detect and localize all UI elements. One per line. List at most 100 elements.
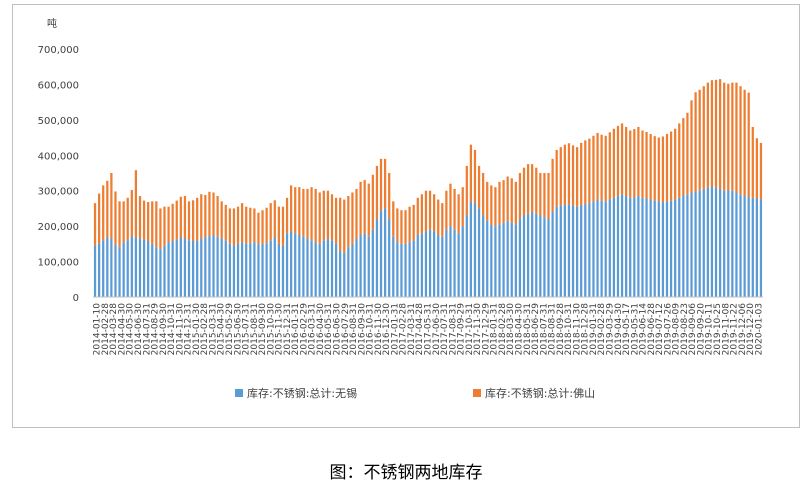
y-tick-label: 200,000 (38, 222, 79, 233)
bar-foshan (383, 158, 387, 209)
bar-foshan (339, 197, 342, 251)
bar-foshan (220, 201, 223, 239)
bar-foshan (114, 191, 117, 245)
x-tick-label: 2018-09-28 (556, 303, 566, 356)
x-tick-label: 2014-10-31 (167, 303, 177, 355)
x-tick-label: 2014-04-30 (117, 303, 127, 356)
bar-foshan (245, 206, 248, 244)
bar-wuxi (669, 200, 673, 297)
bar-wuxi (392, 236, 395, 297)
bar-wuxi (714, 187, 718, 297)
x-tick-label: 2014-03-28 (109, 303, 119, 356)
bar-foshan (294, 187, 297, 234)
bar-wuxi (102, 240, 105, 297)
x-tick-label: 2019-06-14 (639, 303, 649, 356)
x-tick-label: 2018-05-31 (523, 303, 533, 355)
x-tick-label: 2017-10-31 (465, 303, 475, 355)
bar-foshan (367, 183, 370, 237)
bar-foshan (604, 135, 607, 202)
bar-foshan (142, 200, 146, 240)
bar-wuxi (596, 199, 599, 297)
bar-wuxi (167, 242, 170, 297)
bar-foshan (179, 196, 182, 238)
bar-foshan (183, 196, 187, 239)
bar-foshan (347, 196, 350, 248)
bar-foshan (359, 181, 362, 235)
x-tick-label: 2017-11-30 (473, 303, 483, 356)
bar-wuxi (477, 208, 481, 297)
bar-wuxi (445, 229, 448, 297)
bar-foshan (735, 82, 738, 193)
bar-wuxi (228, 243, 231, 297)
bar-foshan (236, 206, 240, 244)
bar-wuxi (486, 220, 489, 297)
bar-wuxi (179, 237, 182, 297)
bar-foshan (596, 132, 599, 200)
bar-wuxi (731, 190, 734, 297)
bar-wuxi (698, 190, 701, 297)
bar-foshan (126, 197, 129, 241)
bar-wuxi (494, 226, 497, 297)
bar-wuxi (710, 186, 714, 297)
y-unit-label: 吨 (47, 17, 57, 30)
bar-wuxi (641, 197, 644, 297)
bar-foshan (310, 187, 313, 241)
bar-foshan (575, 147, 579, 207)
bar-foshan (314, 188, 317, 243)
y-tick-label: 700,000 (38, 45, 79, 56)
bar-wuxi (232, 245, 236, 297)
bar-wuxi (743, 196, 746, 297)
bar-foshan (727, 83, 730, 191)
bar-wuxi (322, 240, 325, 297)
x-tick-label: 2016-04-30 (316, 303, 326, 356)
bar-wuxi (306, 238, 309, 297)
bar-foshan (743, 89, 746, 197)
x-tick-label: 2019-07-12 (655, 303, 665, 355)
bar-wuxi (424, 231, 428, 297)
x-tick-label: 2018-06-29 (531, 303, 541, 356)
y-tick-label: 400,000 (38, 151, 79, 162)
bar-foshan (547, 173, 550, 220)
bar-wuxi (661, 202, 665, 297)
bar-wuxi (543, 217, 546, 297)
x-tick-label: 2016-09-30 (357, 303, 367, 356)
bar-wuxi (187, 240, 191, 297)
y-tick-label: 500,000 (38, 116, 79, 127)
x-tick-label: 2016-06-30 (333, 303, 343, 356)
bar-wuxi (114, 244, 117, 297)
y-tick-label: 100,000 (38, 258, 79, 269)
bar-wuxi (420, 233, 423, 297)
bar-foshan (265, 207, 268, 244)
bar-foshan (710, 80, 714, 187)
bar-foshan (555, 149, 558, 207)
bar-foshan (330, 194, 334, 241)
bar-foshan (612, 128, 616, 198)
figure-caption: 图：不锈钢两地库存 (329, 463, 483, 483)
bar-foshan (433, 194, 436, 232)
bar-wuxi (314, 242, 317, 297)
bar-wuxi (367, 236, 370, 297)
x-tick-label: 2017-08-31 (448, 303, 458, 355)
bar-foshan (253, 208, 256, 243)
x-tick-label: 2016-03-31 (308, 303, 318, 355)
bar-wuxi (473, 203, 477, 297)
x-tick-label: 2016-01-31 (291, 303, 301, 355)
bar-wuxi (559, 205, 562, 297)
bar-wuxi (396, 242, 399, 297)
x-tick-label: 2017-09-29 (457, 303, 467, 356)
bar-wuxi (245, 243, 248, 297)
x-tick-label: 2014-08-29 (151, 303, 161, 356)
bar-wuxi (302, 236, 305, 297)
bars (93, 79, 763, 297)
bar-foshan (228, 208, 231, 244)
bar-foshan (571, 145, 575, 206)
bar-wuxi (751, 197, 754, 297)
bar-foshan (723, 82, 726, 191)
bar-foshan (498, 181, 501, 225)
bar-wuxi (694, 191, 697, 297)
bar-wuxi (551, 211, 554, 297)
bar-foshan (449, 183, 452, 227)
bar-foshan (477, 165, 481, 209)
bar-foshan (298, 187, 301, 235)
x-tick-label: 2014-09-30 (159, 303, 169, 356)
